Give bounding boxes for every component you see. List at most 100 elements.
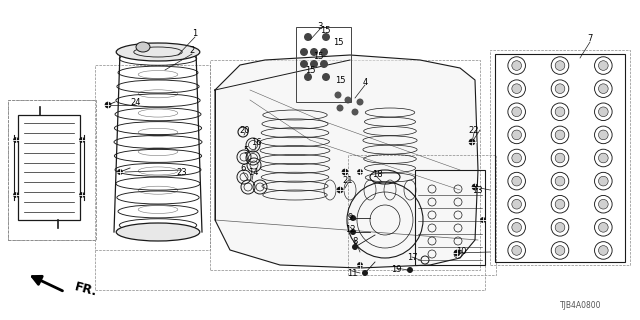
Circle shape [358, 262, 362, 268]
Circle shape [310, 48, 318, 56]
Circle shape [598, 246, 608, 255]
Circle shape [304, 33, 312, 41]
Circle shape [512, 222, 522, 232]
Circle shape [598, 176, 608, 186]
Bar [348, 155, 496, 275]
Text: 1: 1 [193, 28, 198, 37]
Circle shape [407, 267, 413, 273]
Text: 19: 19 [391, 266, 401, 275]
Text: 15: 15 [333, 37, 343, 46]
Text: 2: 2 [189, 45, 195, 54]
Circle shape [512, 107, 522, 116]
Circle shape [320, 48, 328, 56]
Circle shape [469, 139, 475, 145]
Circle shape [344, 97, 351, 103]
Circle shape [300, 48, 308, 56]
Circle shape [322, 73, 330, 81]
Ellipse shape [136, 42, 150, 52]
Circle shape [362, 270, 368, 276]
Circle shape [512, 176, 522, 186]
Circle shape [555, 130, 565, 140]
Circle shape [512, 153, 522, 163]
Circle shape [555, 107, 565, 116]
Text: 24: 24 [131, 98, 141, 107]
Bar [95, 65, 210, 250]
Circle shape [555, 199, 565, 209]
Circle shape [598, 153, 608, 163]
Circle shape [320, 60, 328, 68]
Circle shape [598, 61, 608, 70]
Text: 21: 21 [343, 175, 353, 185]
Text: 20: 20 [240, 125, 250, 134]
Text: 3: 3 [317, 21, 323, 30]
Bar [415, 170, 485, 265]
Circle shape [512, 84, 522, 93]
Text: 11: 11 [347, 269, 357, 278]
Circle shape [555, 222, 565, 232]
Circle shape [304, 73, 312, 81]
Bar [18, 115, 80, 220]
Circle shape [555, 246, 565, 255]
Circle shape [555, 153, 565, 163]
Text: 22: 22 [468, 125, 479, 134]
Circle shape [598, 199, 608, 209]
Circle shape [598, 84, 608, 93]
Text: 6: 6 [240, 164, 246, 172]
Circle shape [300, 60, 308, 68]
Circle shape [598, 130, 608, 140]
Circle shape [598, 222, 608, 232]
Text: 10: 10 [456, 247, 467, 257]
Circle shape [337, 187, 343, 193]
Text: 8: 8 [352, 237, 358, 246]
Text: 15: 15 [335, 76, 345, 84]
Text: 18: 18 [372, 170, 382, 179]
Text: 12: 12 [345, 226, 355, 235]
Circle shape [512, 246, 522, 255]
Polygon shape [215, 55, 478, 268]
Circle shape [598, 107, 608, 116]
Circle shape [105, 102, 111, 108]
Text: 9: 9 [348, 213, 353, 222]
Circle shape [79, 138, 84, 142]
Text: 7: 7 [588, 34, 593, 43]
Circle shape [79, 193, 84, 197]
Circle shape [310, 60, 318, 68]
Bar [490, 50, 630, 265]
Text: 17: 17 [406, 253, 417, 262]
Bar [8, 100, 96, 240]
Text: TJB4A0800: TJB4A0800 [560, 301, 602, 310]
Circle shape [454, 250, 460, 256]
Circle shape [512, 199, 522, 209]
Circle shape [555, 61, 565, 70]
Text: 4: 4 [362, 77, 367, 86]
Ellipse shape [116, 43, 200, 61]
Circle shape [351, 108, 358, 116]
Bar [210, 60, 480, 270]
Circle shape [322, 33, 330, 41]
Text: 13: 13 [472, 186, 483, 195]
Circle shape [512, 130, 522, 140]
Circle shape [555, 176, 565, 186]
Bar [495, 54, 625, 262]
Text: 16: 16 [251, 138, 261, 147]
Text: 5: 5 [243, 146, 248, 155]
Bar [296, 27, 351, 102]
Circle shape [13, 138, 19, 142]
Circle shape [352, 244, 358, 250]
Circle shape [356, 99, 364, 106]
Circle shape [481, 218, 486, 222]
Circle shape [472, 184, 478, 190]
Ellipse shape [116, 223, 200, 241]
Circle shape [350, 215, 356, 221]
Circle shape [118, 170, 122, 174]
Text: FR.: FR. [73, 281, 99, 299]
Circle shape [335, 92, 342, 99]
Circle shape [350, 229, 356, 235]
Text: 15: 15 [305, 66, 316, 75]
Circle shape [358, 170, 362, 174]
Text: 23: 23 [177, 167, 188, 177]
Circle shape [512, 61, 522, 70]
Circle shape [13, 193, 19, 197]
Circle shape [555, 84, 565, 93]
Text: 15: 15 [313, 52, 323, 60]
